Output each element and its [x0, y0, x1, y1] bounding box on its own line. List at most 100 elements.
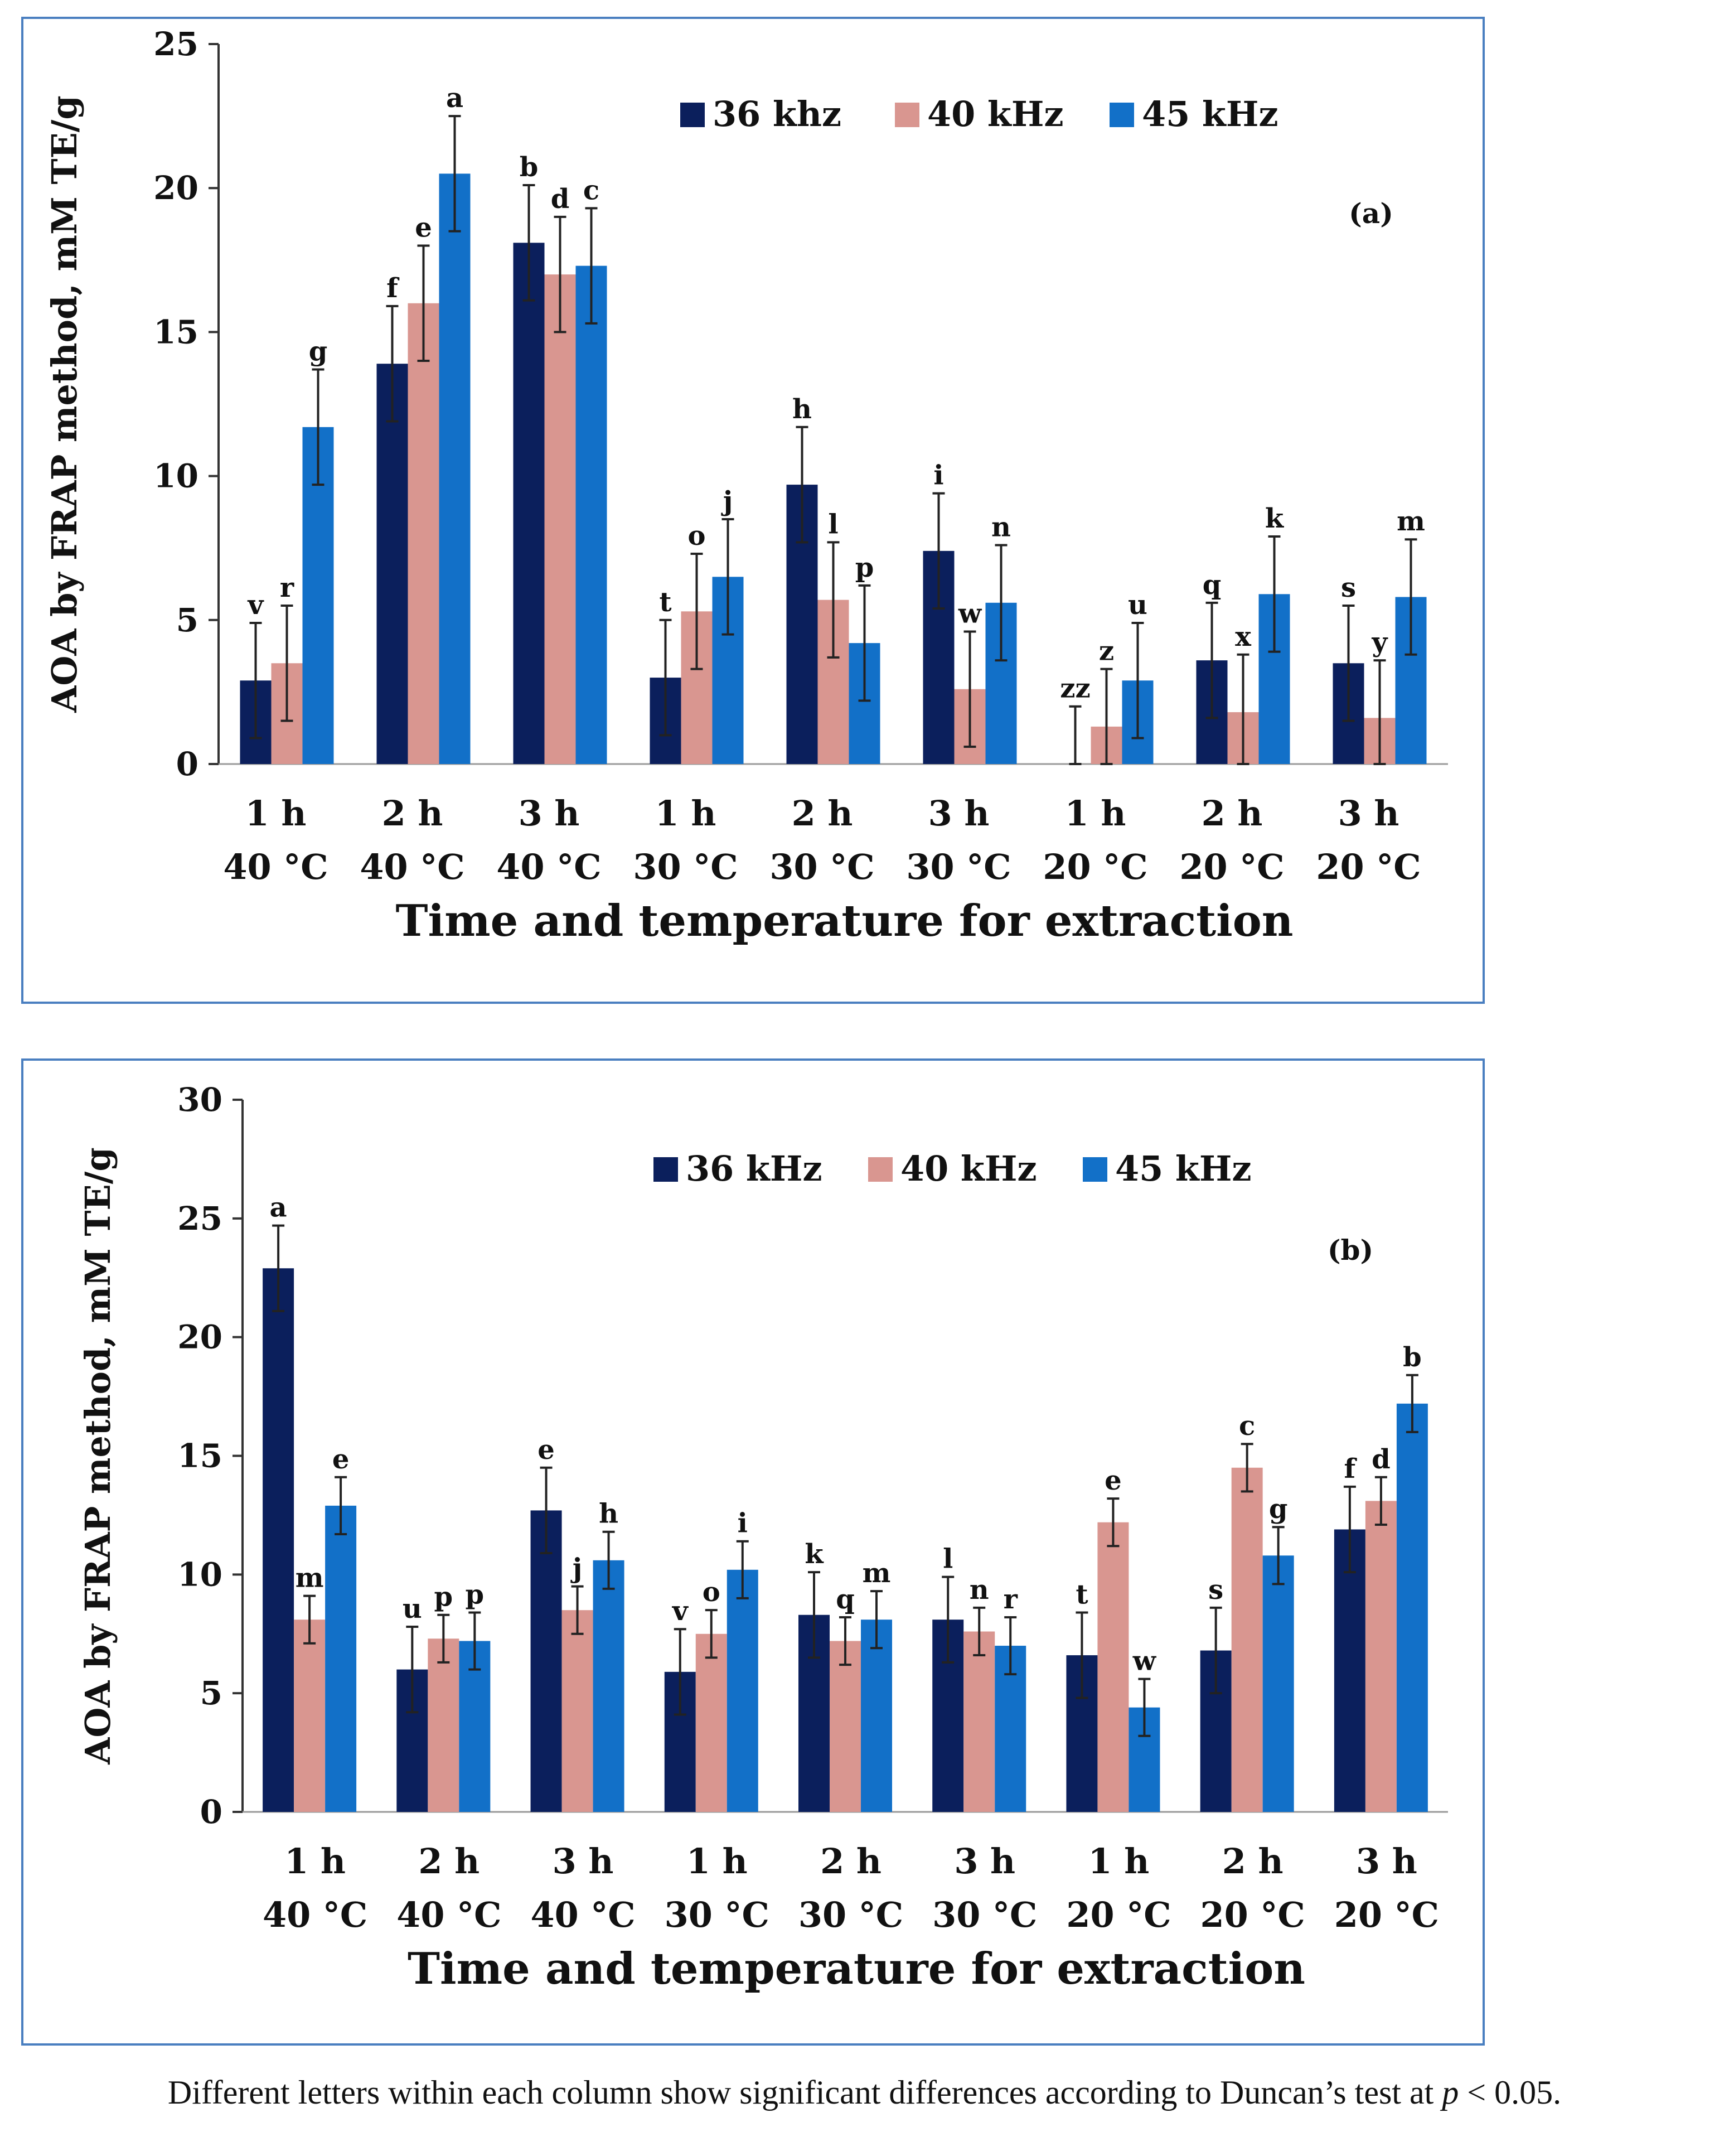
chart-a-legend-label: 40 kHz: [927, 94, 1064, 134]
chart-b-category-temp-label: 40 °C: [530, 1894, 635, 1935]
chart-a-significance-letter: q: [1203, 569, 1222, 601]
chart-a-significance-letter: v: [248, 589, 265, 621]
chart-a-category-temp-label: 30 °C: [906, 847, 1011, 887]
chart-a-y-tick-label: 10: [153, 457, 198, 495]
chart-b-category-time-label: 1 h: [686, 1841, 748, 1882]
chart-a-legend-label: 45 kHz: [1142, 94, 1278, 134]
chart-a-legend-label: 36 khz: [713, 94, 841, 134]
chart-a-significance-letter: a: [446, 83, 463, 114]
chart-b-category-temp-label: 20 °C: [1334, 1894, 1439, 1935]
chart-b-bar: [1365, 1501, 1397, 1812]
chart-a-significance-letter: r: [280, 572, 294, 603]
chart-a-bar: [408, 303, 439, 764]
chart-b-panel-label: (b): [1328, 1234, 1373, 1266]
chart-a-category-time-label: 1 h: [245, 793, 307, 834]
chart-a-significance-letter: zz: [1060, 673, 1091, 704]
chart-b-bar: [1231, 1467, 1263, 1812]
chart-b-legend-label: 36 kHz: [686, 1148, 822, 1189]
chart-b-bar: [561, 1610, 593, 1812]
chart-b-category-time-label: 3 h: [553, 1841, 614, 1882]
chart-b-significance-letter: e: [537, 1434, 555, 1466]
chart-a-category-time-label: 1 h: [655, 793, 716, 834]
chart-b-significance-letter: a: [270, 1192, 287, 1224]
chart-a-svg: 0 5 10 15 20 25 AOA by FRAP method, mM TE/g vr g…: [44, 25, 1448, 946]
chart-b-category-time-label: 2 h: [820, 1841, 882, 1882]
chart-b-legend-swatch: [868, 1157, 893, 1182]
chart-a-y-tick-label: 5: [176, 601, 198, 639]
chart-b-significance-letter: r: [1004, 1584, 1018, 1615]
chart-b-bar: [830, 1641, 861, 1812]
chart-b-significance-letter: l: [943, 1544, 953, 1575]
chart-a-significance-letter: y: [1372, 627, 1389, 658]
chart-b-category-time-label: 3 h: [1356, 1841, 1417, 1882]
chart-b-category-time-label: 1 h: [284, 1841, 346, 1882]
chart-a-y-tick-label: 0: [176, 745, 198, 783]
chart-b-category-temp-label: 20 °C: [1066, 1894, 1171, 1935]
chart-a-y-tick-label: 15: [153, 313, 198, 351]
chart-b-y-tick-label: 30: [177, 1081, 222, 1119]
chart-b-significance-letter: j: [570, 1553, 582, 1584]
chart-a-significance-letter: k: [1265, 503, 1285, 534]
chart-b-significance-letter: f: [1344, 1453, 1358, 1485]
chart-a-significance-letter: m: [1397, 506, 1425, 537]
chart-b-category-temp-label: 40 °C: [396, 1894, 501, 1935]
chart-a-category-time-label: 2 h: [382, 793, 443, 834]
chart-a-y-tick-label: 20: [153, 169, 198, 207]
caption-text: Different letters within each column sho…: [167, 2074, 1442, 2111]
chart-b-y-tick-label: 15: [177, 1437, 222, 1475]
caption-p-symbol: p: [1442, 2074, 1459, 2111]
chart-a-significance-letter: f: [386, 273, 400, 304]
caption-threshold: < 0.05.: [1459, 2074, 1562, 2111]
chart-b-bar: [263, 1268, 294, 1812]
chart-a-significance-letter: u: [1128, 589, 1147, 621]
chart-b-category-time-label: 2 h: [418, 1841, 480, 1882]
chart-a-significance-letter: g: [309, 336, 328, 368]
chart-a-significance-letter: n: [991, 512, 1011, 543]
chart-b-significance-letter: w: [1132, 1646, 1157, 1677]
chart-a-legend-swatch: [680, 103, 705, 127]
chart-a-legend-swatch: [895, 103, 919, 127]
chart-b-category-time-label: 2 h: [1222, 1841, 1284, 1882]
chart-a-significance-letter: j: [721, 486, 733, 517]
chart-a-category-time-label: 1 h: [1065, 793, 1126, 834]
chart-a-significance-letter: s: [1341, 572, 1356, 603]
chart-a-x-axis-label: Time and temperature for extraction: [395, 896, 1293, 946]
chart-b-bar: [1262, 1555, 1294, 1812]
chart-b-bar: [861, 1620, 892, 1812]
chart-b-bar: [1334, 1529, 1365, 1812]
chart-b-bar: [593, 1560, 624, 1812]
chart-b-bar: [325, 1505, 357, 1812]
chart-a-bar: [439, 173, 471, 764]
chart-a-significance-letter: b: [520, 152, 539, 183]
figure-caption: Different letters within each column sho…: [0, 2073, 1729, 2112]
chart-a-category-time-label: 3 h: [519, 793, 580, 834]
chart-b-significance-letter: b: [1403, 1342, 1422, 1373]
chart-b-y-tick-label: 20: [177, 1318, 222, 1356]
chart-a-y-tick-label: 25: [153, 25, 198, 63]
chart-b-significance-letter: g: [1269, 1493, 1288, 1525]
chart-a-category-temp-label: 40 °C: [223, 847, 328, 887]
chart-a-bar: [513, 243, 545, 764]
chart-b-bar: [428, 1638, 459, 1812]
chart-a-significance-letter: l: [828, 509, 838, 540]
chart-b-significance-letter: v: [672, 1596, 689, 1627]
chart-a-significance-letter: h: [792, 394, 812, 425]
chart-b-bar: [1097, 1522, 1129, 1812]
chart-a-significance-letter: c: [583, 175, 599, 206]
chart-b-significance-letter: m: [296, 1563, 324, 1594]
chart-b-significance-letter: d: [1372, 1444, 1391, 1475]
chart-a-significance-letter: e: [415, 212, 432, 243]
chart-b-y-tick-label: 5: [200, 1674, 222, 1712]
chart-a-category-time-label: 3 h: [1338, 793, 1399, 834]
chart-b-x-axis-label: Time and temperature for extraction: [408, 1944, 1305, 1994]
chart-a-category-temp-label: 30 °C: [633, 847, 738, 887]
chart-b-significance-letter: k: [805, 1539, 824, 1570]
chart-a-y-axis-label: AOA by FRAP method, mM TE/g: [44, 95, 85, 713]
chart-a-significance-letter: i: [933, 460, 943, 491]
chart-a-significance-letter: t: [659, 587, 671, 618]
chart-b-legend-swatch: [653, 1157, 678, 1182]
chart-b-category-time-label: 1 h: [1088, 1841, 1150, 1882]
chart-b-bar: [294, 1620, 326, 1812]
chart-a-significance-letter: p: [855, 552, 874, 583]
chart-a-category-temp-label: 20 °C: [1179, 847, 1284, 887]
